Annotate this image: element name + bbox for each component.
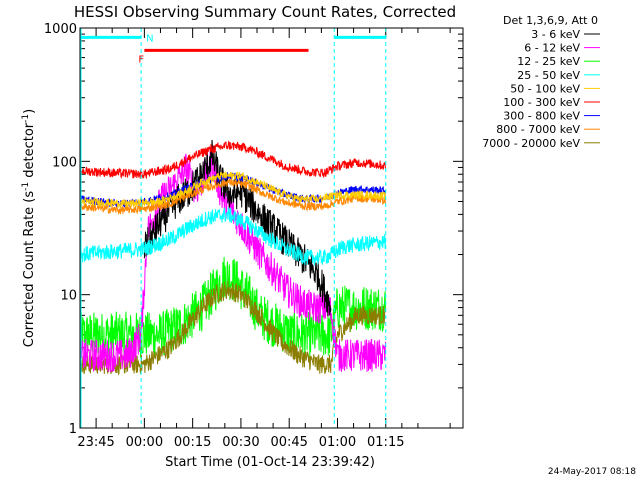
legend-label: 800 - 7000 keV xyxy=(496,123,580,136)
legend-label: 6 - 12 keV xyxy=(524,42,580,55)
y-tick-label: 100 xyxy=(52,155,77,170)
legend-label: 25 - 50 keV xyxy=(517,69,580,82)
x-tick-label: 01:00 xyxy=(319,435,356,450)
y-tick-label: 1 xyxy=(69,422,77,437)
y-tick-label: 1000 xyxy=(44,22,77,37)
y-axis-label-main: Corrected Count Rate (s xyxy=(22,191,37,348)
legend-label: 12 - 25 keV xyxy=(517,55,580,68)
legend-label: 300 - 800 keV xyxy=(503,110,580,123)
legend-label: 7000 - 20000 keV xyxy=(482,137,580,150)
x-tick-label: 00:00 xyxy=(126,435,163,450)
x-tick-label: 00:15 xyxy=(174,435,211,450)
legend-label: 100 - 300 keV xyxy=(503,96,580,109)
y-axis-label-end: ) xyxy=(22,109,37,114)
series-line xyxy=(79,140,386,180)
y-tick-label: 10 xyxy=(60,289,77,304)
plot-frame xyxy=(79,27,464,429)
legend-label: 50 - 100 keV xyxy=(510,82,580,95)
legend-label: 3 - 6 keV xyxy=(531,28,580,41)
series-line xyxy=(143,139,332,317)
x-axis-label: Start Time (01-Oct-14 23:39:42) xyxy=(165,455,375,470)
x-tick-label: 01:15 xyxy=(367,435,404,450)
chart-title: HESSI Observing Summary Count Rates, Cor… xyxy=(74,3,456,21)
y-axis-label-mid: detector xyxy=(22,122,37,182)
legend-title: Det 1,3,6,9, Att 0 xyxy=(503,14,598,27)
x-tick-label: 23:45 xyxy=(77,435,114,450)
series-line xyxy=(79,171,386,209)
x-tick-label: 00:30 xyxy=(222,435,259,450)
x-tick-label: 00:45 xyxy=(270,435,307,450)
flag-f-label: F xyxy=(138,54,144,65)
flag-n-label: N xyxy=(146,33,153,44)
y-axis-label: Corrected Count Rate (s-1 detector-1) xyxy=(21,109,37,347)
annotation-layer: FN xyxy=(80,28,387,428)
date-stamp: 24-May-2017 08:18 xyxy=(548,467,636,477)
y-axis-label-sup1: -1 xyxy=(21,182,31,191)
series-line xyxy=(79,207,386,266)
y-axis-label-sup2: -1 xyxy=(21,114,31,123)
